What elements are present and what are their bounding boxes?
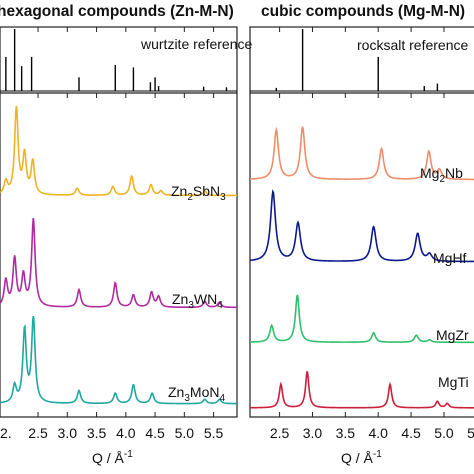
zn3mon4-label: Zn3MoN4 <box>168 384 225 404</box>
right-x-tick-label: 3.5 <box>336 425 356 441</box>
right-x-tick-label: 4.0 <box>368 425 388 441</box>
right-series-mg2nbn3 <box>249 126 474 181</box>
zn3wn4-label: Zn3WN4 <box>172 291 223 311</box>
right-x-tick-label: 3.0 <box>303 425 323 441</box>
rocksalt-reference-label: rocksalt reference <box>357 37 468 53</box>
left-x-axis-label: Q / Å-1 <box>92 449 133 466</box>
left-x-tick-label: 4.5 <box>145 425 165 441</box>
right-series-mgtin2 <box>250 371 474 409</box>
right-series-mgzrn2 <box>249 294 474 344</box>
left-series-zn2sbn3 <box>0 105 237 197</box>
right-x-tick-label: 5.0 <box>434 425 454 441</box>
wurtzite-reference-label: wurtzite reference <box>140 36 252 52</box>
right-x-axis-label: Q / Å-1 <box>341 449 382 466</box>
left-x-tick-label-partial: 2. <box>0 425 12 441</box>
mghfn2-label: MgHf <box>433 250 467 266</box>
left-series-group <box>0 29 238 405</box>
left-x-tick-label: 3.0 <box>58 425 78 441</box>
right-x-tick-label: 4.5 <box>401 425 421 441</box>
right-series-mghfn2 <box>249 189 474 263</box>
left-x-tick-label: 2.5 <box>28 425 48 441</box>
mgzrn2-label: MgZr <box>436 327 469 343</box>
right-x-tick-label: 2.5 <box>270 425 290 441</box>
left-panel-frame <box>0 26 238 418</box>
zn2sbn3-label: Zn2SbN3 <box>171 183 226 203</box>
mg2nbn3-label: Mg2Nb <box>420 165 463 185</box>
right-series-group <box>249 29 474 409</box>
left-series-zn3wn4 <box>0 217 238 309</box>
left-panel-title: hexagonal compounds (Zn-M-N) <box>0 3 234 20</box>
right-panel-title: cubic compounds (Mg-M-N) <box>261 3 465 20</box>
mgtin2-label: MgTi <box>438 374 469 390</box>
left-x-tick-label: 5.0 <box>175 425 195 441</box>
right-x-tick-label: 5.5 <box>467 425 474 441</box>
left-x-tick-label: 5.5 <box>204 425 224 441</box>
tick-group: 2.5 3.0 3.5 4.0 4.5 5.0 5.5 2. 2.5 3.0 3.5 4.0 4.5 5.… <box>0 27 474 441</box>
left-series-zn3mon4 <box>0 315 237 405</box>
left-x-tick-label: 3.5 <box>87 425 107 441</box>
left-x-tick-label: 4.0 <box>116 425 136 441</box>
right-panel-frame <box>249 26 474 418</box>
